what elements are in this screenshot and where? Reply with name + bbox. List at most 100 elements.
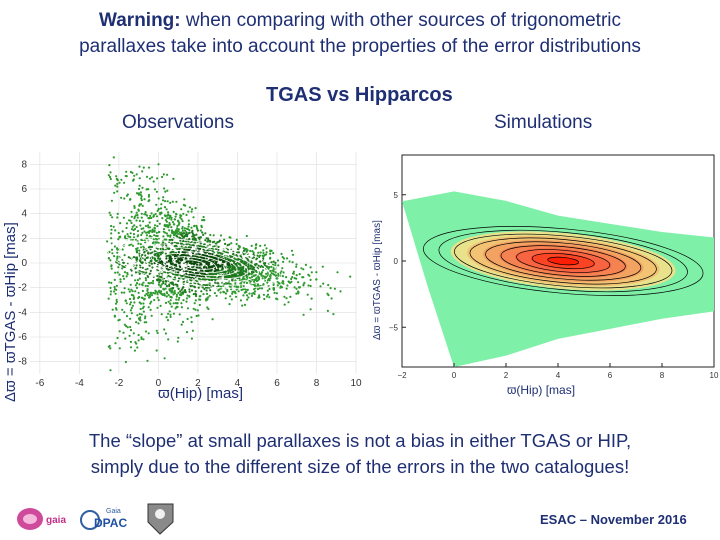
- obs-point: [155, 329, 158, 332]
- obs-point: [161, 293, 164, 296]
- obs-point: [146, 288, 149, 291]
- obs-point: [145, 231, 148, 234]
- obs-point: [133, 224, 136, 227]
- obs-contour: [107, 237, 281, 289]
- obs-point: [265, 265, 268, 268]
- obs-contours: [107, 237, 281, 289]
- obs-point: [145, 175, 149, 178]
- obs-point: [192, 216, 195, 219]
- obs-point: [224, 292, 228, 295]
- obs-point: [237, 268, 240, 271]
- obs-point: [142, 338, 145, 341]
- obs-point: [137, 187, 141, 191]
- obs-point: [146, 294, 149, 297]
- obs-point: [290, 277, 293, 281]
- obs-point: [140, 197, 143, 200]
- obs-point: [183, 198, 186, 201]
- obs-point: [135, 321, 138, 324]
- obs-point: [174, 283, 177, 286]
- obs-point: [191, 229, 194, 232]
- obs-point: [263, 297, 266, 301]
- obs-x-tick: 4: [235, 378, 241, 389]
- sim-contour: [516, 249, 611, 273]
- obs-point: [304, 263, 307, 266]
- obs-point: [168, 310, 171, 313]
- obs-point: [164, 280, 168, 283]
- obs-point: [170, 296, 173, 299]
- obs-point: [177, 287, 180, 290]
- sim-heatmap: [402, 191, 714, 367]
- obs-point: [128, 290, 131, 293]
- obs-point: [260, 287, 264, 290]
- obs-point: [170, 287, 173, 290]
- obs-point: [114, 184, 117, 187]
- obs-point: [235, 273, 238, 276]
- obs-point: [134, 267, 137, 270]
- obs-point: [153, 298, 156, 302]
- obs-point: [274, 271, 277, 274]
- obs-point: [192, 293, 195, 296]
- obs-point: [252, 291, 255, 294]
- obs-point: [259, 265, 262, 268]
- obs-point: [242, 294, 245, 297]
- obs-point: [298, 273, 301, 276]
- obs-point: [109, 286, 112, 289]
- obs-point: [165, 257, 168, 260]
- obs-point: [148, 221, 151, 224]
- obs-point: [190, 320, 193, 324]
- obs-point: [283, 295, 286, 298]
- obs-point: [115, 298, 118, 301]
- obs-point: [180, 208, 183, 211]
- obs-point: [155, 203, 158, 206]
- obs-point: [242, 276, 245, 279]
- obs-point: [242, 267, 245, 270]
- obs-point: [113, 285, 116, 289]
- obs-point: [130, 228, 134, 231]
- obs-point: [120, 196, 123, 199]
- obs-x-tick: -6: [35, 378, 44, 389]
- obs-point: [190, 226, 193, 229]
- obs-point: [215, 294, 218, 297]
- obs-point: [189, 285, 192, 288]
- obs-point: [132, 229, 135, 232]
- obs-point: [143, 230, 146, 233]
- obs-point: [129, 329, 133, 332]
- obs-point: [240, 255, 243, 258]
- obs-point: [181, 220, 184, 223]
- obs-point: [166, 319, 170, 322]
- obs-point: [272, 272, 275, 275]
- obs-point: [196, 227, 199, 230]
- obs-point: [167, 300, 170, 303]
- obs-point: [230, 242, 233, 245]
- obs-point: [144, 211, 147, 214]
- obs-point: [167, 211, 170, 214]
- obs-point: [246, 265, 249, 268]
- obs-point: [140, 296, 144, 299]
- obs-point: [149, 308, 152, 311]
- obs-point: [145, 271, 148, 274]
- sim-y-axis-label: Δϖ = ϖTGAS - ϖHip [mas]: [372, 220, 383, 340]
- obs-point: [245, 281, 249, 284]
- obs-y-tick: 4: [21, 209, 27, 220]
- obs-point: [215, 268, 218, 272]
- obs-point: [170, 305, 173, 308]
- conclusion-line-1: The “slope” at small parallaxes is not a…: [88, 430, 632, 451]
- obs-point: [233, 273, 236, 276]
- obs-point: [125, 275, 128, 278]
- obs-point: [203, 287, 206, 291]
- obs-point: [135, 192, 139, 195]
- obs-point: [165, 255, 168, 258]
- obs-point: [180, 218, 183, 221]
- obs-point: [228, 283, 231, 286]
- obs-point: [269, 257, 272, 260]
- obs-point: [158, 222, 161, 225]
- obs-point: [151, 230, 154, 234]
- obs-point: [275, 274, 278, 277]
- obs-point: [179, 290, 182, 293]
- obs-point: [149, 214, 152, 217]
- obs-point: [262, 254, 265, 257]
- obs-point: [134, 290, 137, 293]
- obs-point: [138, 301, 141, 304]
- obs-x-tick: 0: [156, 378, 162, 389]
- obs-point: [237, 251, 240, 254]
